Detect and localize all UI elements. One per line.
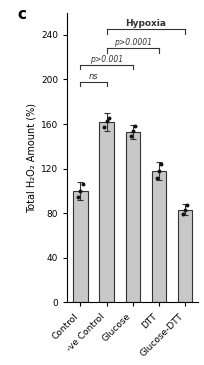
Point xyxy=(106,116,110,122)
Bar xyxy=(177,210,191,303)
Point xyxy=(81,181,84,187)
Point xyxy=(102,124,106,130)
Point xyxy=(78,188,82,194)
Point xyxy=(180,211,184,217)
Text: c: c xyxy=(18,7,27,22)
Point xyxy=(184,203,188,208)
Bar xyxy=(73,191,87,303)
Y-axis label: Total H₂O₂ Amount (%): Total H₂O₂ Amount (%) xyxy=(27,103,37,212)
Bar xyxy=(151,171,165,303)
Point xyxy=(104,118,108,124)
Bar xyxy=(125,132,139,303)
Point xyxy=(130,128,134,134)
Point xyxy=(154,175,157,181)
Text: p>0.001: p>0.001 xyxy=(90,55,123,64)
Point xyxy=(156,168,160,174)
Point xyxy=(128,133,132,139)
Point xyxy=(76,193,80,199)
Point xyxy=(132,123,136,129)
Text: ns: ns xyxy=(88,72,98,81)
Point xyxy=(182,207,186,213)
Bar xyxy=(99,122,113,303)
Text: Hypoxia: Hypoxia xyxy=(125,19,165,28)
Point xyxy=(159,161,162,167)
Text: p>0.0001: p>0.0001 xyxy=(113,38,151,47)
